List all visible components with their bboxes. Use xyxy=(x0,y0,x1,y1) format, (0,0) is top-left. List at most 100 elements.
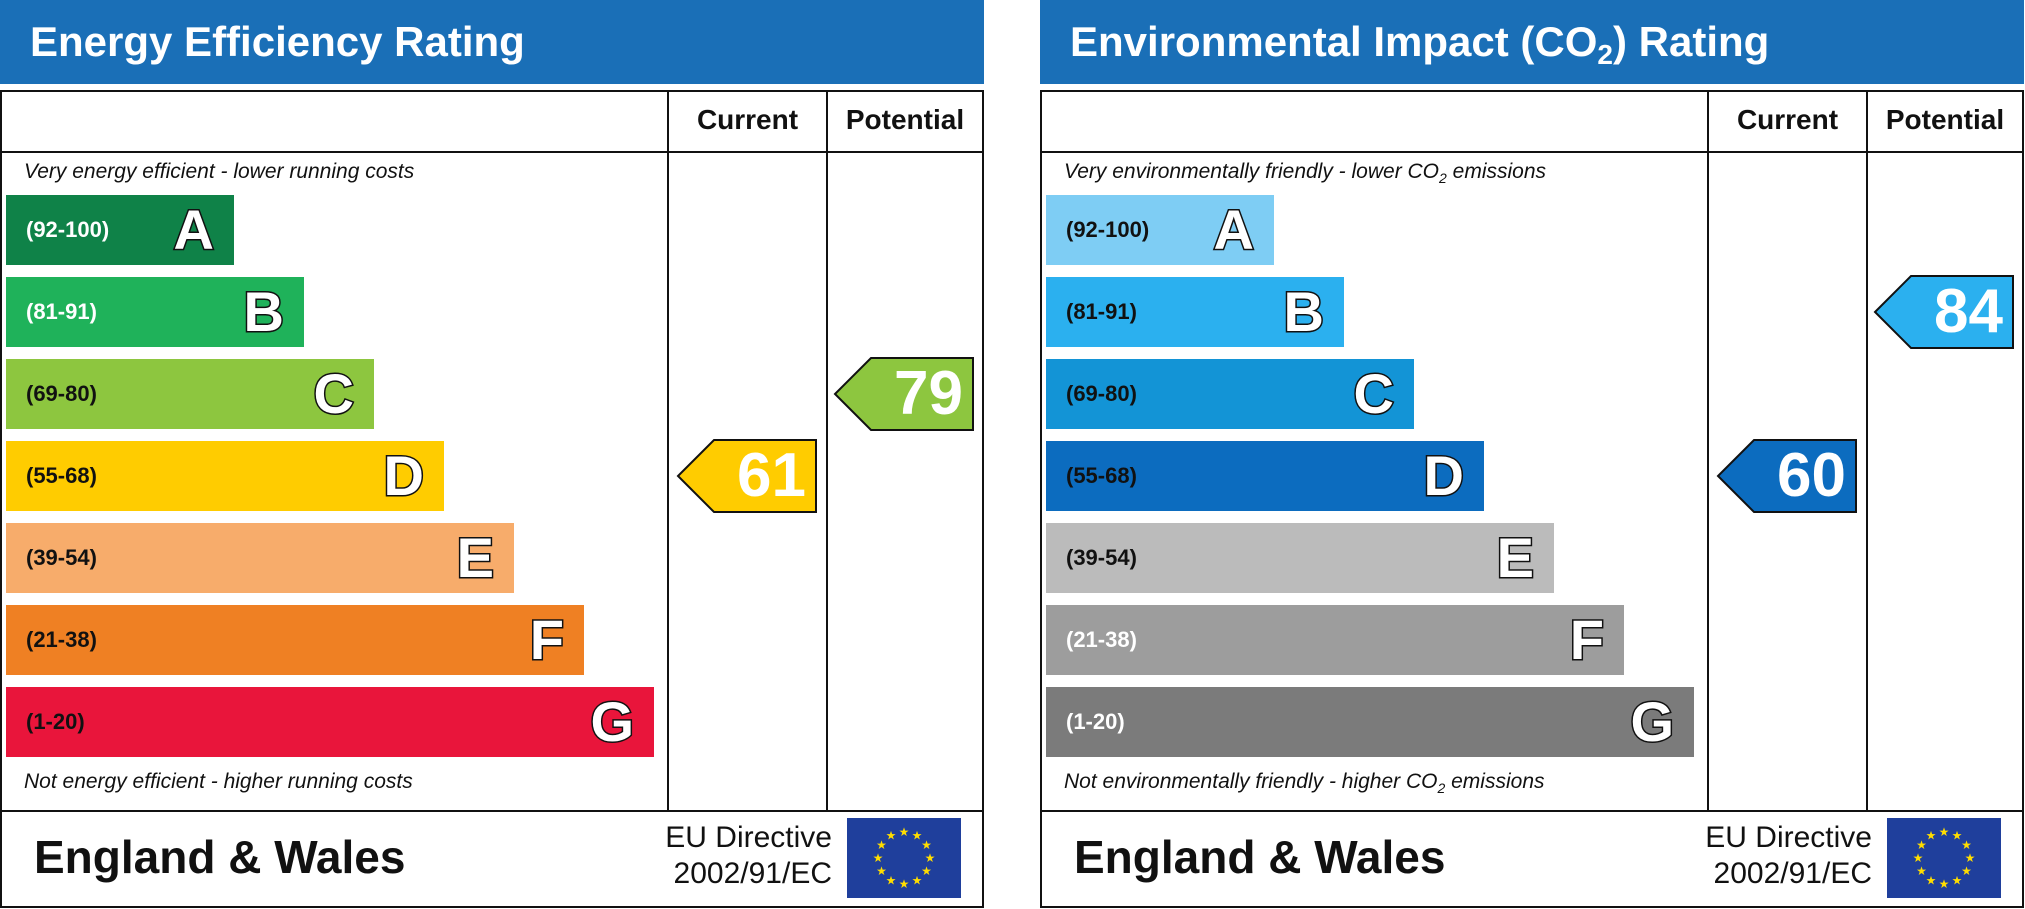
eu-star-icon: ★ xyxy=(886,828,897,842)
band-bar-f: (21-38) F xyxy=(6,605,584,675)
band-letter: F xyxy=(528,607,565,673)
band-range: (1-20) xyxy=(26,709,85,734)
country-label: England & Wales xyxy=(34,831,406,883)
band-letter: B xyxy=(1282,279,1325,345)
bottom-note-b: emissions xyxy=(1445,770,1545,793)
top-note-a: Very environmentally friendly - lower CO xyxy=(1064,160,1440,183)
band-letter: B xyxy=(242,279,285,345)
band-letter: C xyxy=(312,361,355,427)
eu-directive-line2: 2002/91/EC xyxy=(673,857,832,890)
rating-table xyxy=(0,90,984,908)
band-letter: G xyxy=(589,689,636,755)
top-note-b: emissions xyxy=(1446,160,1547,183)
band-range: (55-68) xyxy=(1066,463,1137,488)
eu-star-icon: ★ xyxy=(921,864,932,878)
rating-table xyxy=(1040,90,2024,908)
eu-star-icon: ★ xyxy=(876,838,887,852)
band-range: (39-54) xyxy=(26,545,97,570)
band-bar-e: (39-54) E xyxy=(6,523,514,593)
band-letter: A xyxy=(172,197,215,263)
band-letter: D xyxy=(382,443,425,509)
band-letter: E xyxy=(455,525,495,591)
band-bar-b: (81-91) B xyxy=(6,277,304,347)
eu-star-icon: ★ xyxy=(1965,851,1976,865)
panel-title-main: Environmental Impact (CO xyxy=(1070,18,1598,65)
potential-column-divider xyxy=(1866,90,1868,812)
footer-divider xyxy=(0,810,984,812)
band-range: (69-80) xyxy=(26,381,97,406)
band-range: (81-91) xyxy=(26,299,97,324)
eu-star-icon: ★ xyxy=(1961,864,1972,878)
eu-stars-icon: ★ ★★★★★★★★★★★ xyxy=(1913,825,1976,891)
energy-efficiency-panel: Energy Efficiency Rating Current Potenti… xyxy=(0,0,984,909)
band-letter: D xyxy=(1422,443,1465,509)
eu-star-icon: ★ xyxy=(899,877,910,891)
potential-rating-arrow: 79 xyxy=(833,356,975,432)
arrow-shape xyxy=(1873,275,2014,349)
bottom-note-a: Not environmentally friendly - higher CO xyxy=(1064,770,1438,793)
band-bar-g: (1-20) G xyxy=(1046,687,1694,757)
eu-star-icon: ★ xyxy=(1939,877,1950,891)
band-bar-d: (55-68) D xyxy=(1046,441,1484,511)
eu-directive-label: EU Directive 2002/91/EC xyxy=(1660,820,1872,892)
band-range: (21-38) xyxy=(1066,627,1137,652)
header-divider xyxy=(1040,151,2024,153)
rating-value: 60 xyxy=(1777,441,1846,510)
current-column-header: Current xyxy=(1736,104,1839,135)
country-label: England & Wales xyxy=(1074,831,1446,883)
band-bar-d: (55-68) D xyxy=(6,441,444,511)
band-letter: A xyxy=(1212,197,1255,263)
current-column-header: Current xyxy=(696,104,799,135)
footer-divider xyxy=(1040,810,2024,812)
eu-directive-line1: EU Directive xyxy=(665,821,832,854)
environmental-impact-panel: Environmental Impact (CO2) Rating Curren… xyxy=(1040,0,2024,909)
eu-star-icon: ★ xyxy=(1926,874,1937,888)
current-rating-arrow: 61 xyxy=(676,438,818,514)
top-note: Very energy efficient - lower running co… xyxy=(24,160,415,183)
eu-star-icon: ★ xyxy=(921,838,932,852)
eu-star-icon: ★ xyxy=(1952,874,1963,888)
panel-title: Energy Efficiency Rating xyxy=(0,0,984,84)
panel-title: Environmental Impact (CO2) Rating xyxy=(1040,0,2024,84)
eu-directive-label: EU Directive 2002/91/EC xyxy=(620,820,832,892)
rating-value: 79 xyxy=(894,359,963,428)
band-range: (92-100) xyxy=(1066,217,1150,242)
band-bar-c: (69-80) C xyxy=(6,359,374,429)
eu-flag-icon: ★ ★ ★ ★ ★ ★ ★ ★ ★ ★ ★ ★ xyxy=(1887,818,2001,898)
potential-rating-arrow: 84 xyxy=(1873,274,2015,350)
top-note: Very environmentally friendly - lower CO… xyxy=(1064,160,1546,186)
band-range: (1-20) xyxy=(1066,709,1125,734)
eu-flag-icon: ★ ★ ★ ★ ★ ★ ★ ★ ★ ★ ★ ★ xyxy=(847,818,961,898)
eu-star-icon: ★ xyxy=(925,851,936,865)
rating-value: 61 xyxy=(737,441,806,510)
band-range: (21-38) xyxy=(26,627,97,652)
bottom-note: Not environmentally friendly - higher CO… xyxy=(1064,770,1545,796)
arrow-shape xyxy=(1716,439,1857,513)
bottom-note: Not energy efficient - higher running co… xyxy=(24,770,413,793)
eu-star-icon: ★ xyxy=(912,874,923,888)
band-bar-f: (21-38) F xyxy=(1046,605,1624,675)
band-range: (92-100) xyxy=(26,217,110,242)
band-bar-c: (69-80) C xyxy=(1046,359,1414,429)
top-note-subscript: 2 xyxy=(1439,170,1447,187)
potential-column-header: Potential xyxy=(1885,104,2005,135)
eu-star-icon: ★ xyxy=(1952,828,1963,842)
eu-star-icon: ★ xyxy=(1916,838,1927,852)
band-range: (81-91) xyxy=(1066,299,1137,324)
eu-star-icon: ★ xyxy=(886,874,897,888)
eu-directive-line1: EU Directive xyxy=(1705,821,1872,854)
band-range: (55-68) xyxy=(26,463,97,488)
eu-star-icon: ★ xyxy=(1926,828,1937,842)
band-letter: E xyxy=(1495,525,1535,591)
header-divider xyxy=(0,151,984,153)
eu-stars-icon: ★ ★★★★★★★★★★★ xyxy=(873,825,936,891)
eu-star-icon: ★ xyxy=(1913,851,1924,865)
current-column-divider xyxy=(1707,90,1709,812)
potential-column-divider xyxy=(826,90,828,812)
band-letter: F xyxy=(1568,607,1605,673)
rating-value: 84 xyxy=(1934,277,2003,346)
band-range: (69-80) xyxy=(1066,381,1137,406)
current-column-divider xyxy=(667,90,669,812)
band-bar-g: (1-20) G xyxy=(6,687,654,757)
arrow-shape xyxy=(676,439,817,513)
